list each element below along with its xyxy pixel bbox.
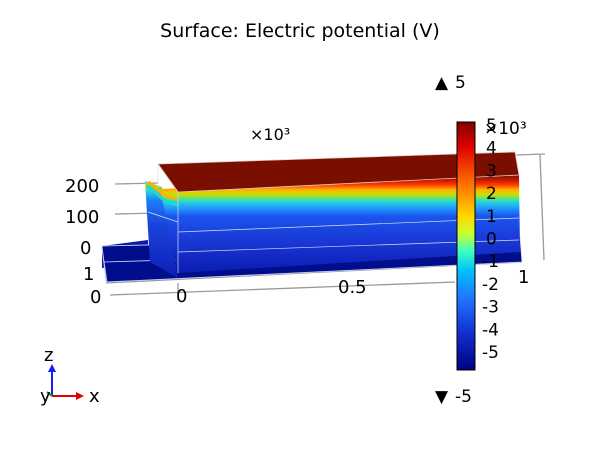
block-side-face bbox=[145, 181, 178, 278]
x-tick-label: 0.5 bbox=[338, 277, 367, 298]
y-tick-label: 100 bbox=[65, 207, 99, 228]
colorbar-tick-label: -3 bbox=[482, 298, 499, 318]
plot-title: Surface: Electric potential (V) bbox=[160, 20, 440, 42]
range-indicators: ▲ 5 ▼ -5 bbox=[435, 73, 472, 407]
x-tick-label: 0 bbox=[176, 286, 187, 307]
triad-y-label: y bbox=[40, 386, 51, 407]
colorbar-tick-label: 2 bbox=[486, 184, 497, 204]
axis-triad: z y x bbox=[40, 345, 100, 407]
colorbar-tick-label: -2 bbox=[482, 275, 499, 295]
triad-x-label: x bbox=[89, 386, 100, 407]
axes-multiplier: ×10³ bbox=[250, 125, 290, 144]
colorbar-tick-label: 4 bbox=[486, 139, 497, 159]
min-value: -5 bbox=[455, 387, 472, 407]
triad-z-label: z bbox=[44, 345, 53, 366]
colorbar-multiplier: ×10³ bbox=[484, 119, 527, 139]
colorbar-tick-label: 0 bbox=[486, 230, 497, 250]
colorbar-tick-label: -1 bbox=[482, 252, 499, 272]
min-arrow-icon: ▼ bbox=[435, 387, 449, 407]
max-value: 5 bbox=[455, 73, 466, 93]
colorbar-tick-label: 5 bbox=[486, 116, 497, 136]
colorbar: ×10³ 5 43 2 1 0-1 -2 -3-4 -5 bbox=[456, 116, 527, 371]
colorbar-tick-label: 1 bbox=[486, 207, 497, 227]
y-tick-label: 200 bbox=[65, 176, 99, 197]
x-tick-label: 1 bbox=[518, 267, 529, 288]
z-tick-label: 1 bbox=[83, 264, 94, 285]
colorbar-tick-label: 3 bbox=[486, 161, 497, 181]
z-tick-label: 0 bbox=[90, 287, 101, 308]
y-tick-label: 0 bbox=[80, 238, 91, 259]
max-arrow-icon: ▲ bbox=[435, 73, 449, 93]
colorbar-tick-label: -5 bbox=[482, 343, 499, 363]
colorbar-tick-label: -4 bbox=[482, 320, 499, 340]
axis-tick-labels: ×10³ 200 100 0 1 0 0 0.5 1 bbox=[65, 125, 529, 308]
block-front-face bbox=[160, 175, 520, 273]
